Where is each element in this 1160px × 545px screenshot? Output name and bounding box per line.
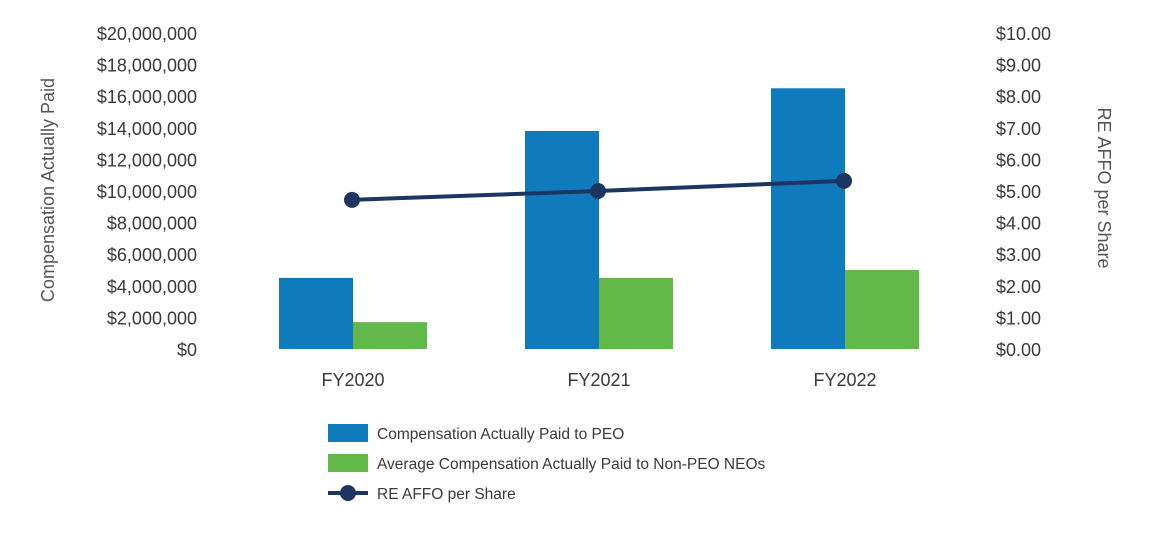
- y2-tick-label: $10.00: [996, 24, 1051, 44]
- y2-tick-label: $2.00: [996, 277, 1041, 297]
- y-tick-label: $10,000,000: [97, 182, 197, 202]
- y-tick-label: $18,000,000: [97, 56, 197, 76]
- affo-point-fy2020: [344, 191, 360, 208]
- y-tick-label: $6,000,000: [107, 245, 197, 265]
- legend-label: Compensation Actually Paid to PEO: [377, 426, 624, 443]
- neo-bar-fy2020: [353, 322, 427, 349]
- affo-point-fy2021: [590, 183, 606, 199]
- y-tick-label: $8,000,000: [107, 214, 197, 234]
- y2-tick-label: $9.00: [996, 56, 1041, 76]
- affo-point-fy2022: [836, 172, 852, 189]
- y-tick-label: $4,000,000: [107, 277, 197, 297]
- y-tick-label: $2,000,000: [107, 308, 197, 328]
- y2-tick-label: $4.00: [996, 214, 1041, 234]
- legend-label: RE AFFO per Share: [377, 486, 516, 503]
- y2-tick-label: $3.00: [996, 245, 1041, 265]
- y2-tick-label: $1.00: [996, 308, 1041, 328]
- legend-neo-swatch: [328, 454, 368, 472]
- peo-bar-fy2021: [525, 130, 599, 349]
- legend-affo-marker: [340, 485, 356, 501]
- y-axis-title: Compensation Actually Paid: [38, 78, 58, 302]
- y2-tick-label: $8.00: [996, 87, 1041, 107]
- x-category-label: FY2022: [813, 370, 876, 390]
- y2-tick-label: $6.00: [996, 150, 1041, 170]
- y-axis-ticks: $0 $2,000,000 $4,000,000 $6,000,000 $8,000,0…: [97, 24, 197, 360]
- y2-tick-label: $5.00: [996, 182, 1041, 202]
- legend-peo-swatch: [328, 424, 368, 442]
- x-axis-ticks: FY2020 FY2021 FY2022: [321, 370, 876, 390]
- x-category-label: FY2020: [321, 370, 384, 390]
- bars: [279, 88, 919, 350]
- x-category-label: FY2021: [567, 370, 630, 390]
- legend-label: Average Compensation Actually Paid to No…: [377, 456, 766, 473]
- line-series: [344, 172, 852, 208]
- y2-axis-title: RE AFFO per Share: [1094, 107, 1114, 268]
- y-tick-label: $20,000,000: [97, 24, 197, 44]
- y-tick-label: $12,000,000: [97, 150, 197, 170]
- neo-bar-fy2021: [599, 277, 673, 349]
- y-tick-label: $0: [177, 340, 197, 360]
- peo-bar-fy2020: [279, 277, 353, 349]
- y2-axis-ticks: $0.00 $1.00 $2.00 $3.00 $4.00 $5.00 $6.00 $7.00…: [996, 24, 1051, 360]
- legend: Compensation Actually Paid to PEO Average…: [328, 424, 766, 503]
- peo-bar-fy2022: [771, 88, 845, 350]
- y-tick-label: $14,000,000: [97, 119, 197, 139]
- y2-tick-label: $0.00: [996, 340, 1041, 360]
- y2-tick-label: $7.00: [996, 119, 1041, 139]
- y-tick-label: $16,000,000: [97, 87, 197, 107]
- neo-bar-fy2022: [845, 270, 919, 349]
